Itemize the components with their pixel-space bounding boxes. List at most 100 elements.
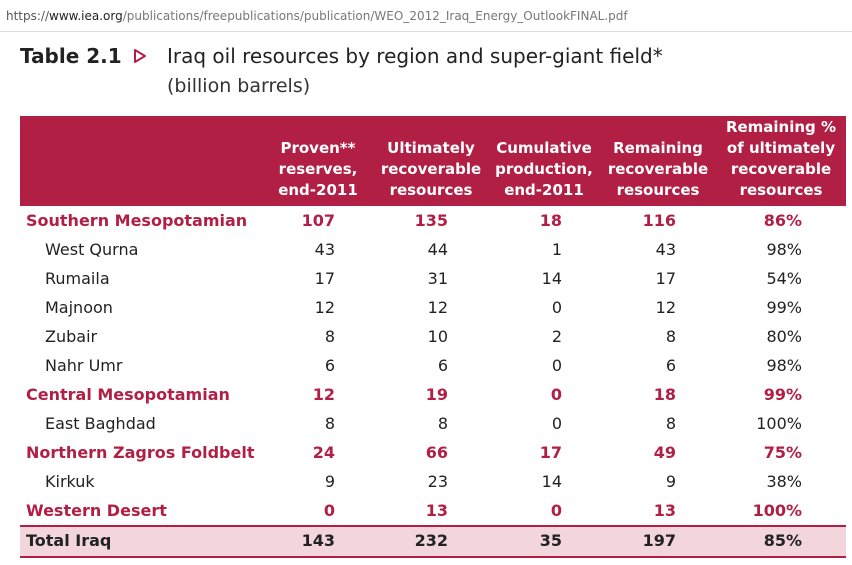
- value-cell: 6: [665, 356, 676, 375]
- value-cell: 0: [323, 501, 335, 520]
- value-cell: 24: [312, 443, 335, 462]
- value-cell: 100%: [756, 414, 802, 433]
- table-row: Rumaila 17 31 14 17 54%: [20, 264, 846, 293]
- row-label: Central Mesopotamian: [26, 385, 230, 404]
- value-cell: 49: [653, 443, 676, 462]
- value-cell: 13: [425, 501, 448, 520]
- value-cell: 12: [427, 298, 448, 317]
- value-cell: 6: [437, 356, 448, 375]
- row-label: Majnoon: [45, 298, 113, 317]
- value-cell: 13: [653, 501, 676, 520]
- value-cell: 18: [539, 211, 562, 230]
- table-header: Proven** reserves, end-2011 Ultimately re…: [20, 116, 846, 206]
- value-cell: 0: [551, 414, 562, 433]
- value-cell: 8: [437, 414, 448, 433]
- row-label: Total Iraq: [26, 531, 112, 550]
- value-cell: 14: [541, 269, 562, 288]
- table-row: Majnoon 12 12 0 12 99%: [20, 293, 846, 322]
- value-cell: 8: [324, 327, 335, 346]
- value-cell: 0: [550, 385, 562, 404]
- url-path: /publications/freepublications/publicati…: [122, 9, 628, 23]
- table-title: Iraq oil resources by region and super-g…: [167, 44, 663, 68]
- value-cell: 2: [551, 327, 562, 346]
- value-cell: 143: [301, 531, 335, 550]
- value-cell: 99%: [763, 385, 802, 404]
- table-subtitle: (billion barrels): [167, 75, 311, 97]
- value-cell: 80%: [766, 327, 802, 346]
- value-cell: 86%: [763, 211, 802, 230]
- row-label: Nahr Umr: [45, 356, 123, 375]
- value-cell: 9: [665, 472, 676, 491]
- value-cell: 100%: [752, 501, 802, 520]
- value-cell: 23: [427, 472, 448, 491]
- row-label: Southern Mesopotamian: [26, 211, 248, 230]
- value-cell: 18: [653, 385, 676, 404]
- value-cell: 43: [314, 240, 335, 259]
- table-row: Western Desert 0 13 0 13 100%: [20, 496, 846, 525]
- row-label: Northern Zagros Foldbelt: [26, 443, 255, 462]
- oil-resources-table: Proven** reserves, end-2011 Ultimately re…: [20, 116, 846, 558]
- value-cell: 8: [665, 327, 676, 346]
- column-header-1: Proven** reserves, end-2011: [278, 139, 358, 199]
- table-row: Nahr Umr 6 6 0 6 98%: [20, 351, 846, 380]
- value-cell: 98%: [766, 240, 802, 259]
- value-cell: 8: [324, 414, 335, 433]
- value-cell: 10: [427, 327, 448, 346]
- value-cell: 1: [551, 240, 562, 259]
- table-number: Table 2.1: [20, 44, 122, 68]
- value-cell: 6: [324, 356, 335, 375]
- value-cell: 8: [665, 414, 676, 433]
- row-label: East Baghdad: [45, 414, 156, 433]
- table-row: Zubair 8 10 2 8 80%: [20, 322, 846, 351]
- value-cell: 99%: [766, 298, 802, 317]
- column-header-3: Cumulative production, end-2011: [495, 139, 593, 199]
- value-cell: 35: [539, 531, 562, 550]
- value-cell: 0: [551, 298, 562, 317]
- value-cell: 85%: [763, 531, 802, 550]
- column-header-5: Remaining % of ultimately recoverable re…: [725, 118, 837, 199]
- column-header-2: Ultimately recoverable resources: [380, 139, 482, 199]
- url-host: www.iea.org: [49, 9, 123, 23]
- value-cell: 17: [314, 269, 335, 288]
- value-cell: 12: [655, 298, 676, 317]
- value-cell: 17: [539, 443, 562, 462]
- value-cell: 197: [642, 531, 676, 550]
- value-cell: 0: [550, 501, 562, 520]
- column-header-4: Remaining recoverable resources: [607, 139, 709, 199]
- table-row: Kirkuk 9 23 14 9 38%: [20, 467, 846, 496]
- value-cell: 135: [414, 211, 448, 230]
- table-body: Southern Mesopotamian 107 135 18 116 86% West …: [20, 206, 846, 558]
- value-cell: 54%: [766, 269, 802, 288]
- value-cell: 14: [541, 472, 562, 491]
- value-cell: 38%: [766, 472, 802, 491]
- value-cell: 98%: [766, 356, 802, 375]
- value-cell: 19: [425, 385, 448, 404]
- value-cell: 31: [427, 269, 448, 288]
- table-row: West Qurna 43 44 1 43 98%: [20, 235, 846, 264]
- value-cell: 12: [314, 298, 335, 317]
- value-cell: 0: [551, 356, 562, 375]
- value-cell: 116: [642, 211, 676, 230]
- value-cell: 107: [301, 211, 335, 230]
- url-text[interactable]: https://www.iea.org/publications/freepub…: [6, 9, 628, 23]
- table-row: East Baghdad 8 8 0 8 100%: [20, 409, 846, 438]
- row-label: Western Desert: [26, 501, 167, 520]
- row-label: Rumaila: [45, 269, 110, 288]
- url-scheme: https://: [6, 9, 50, 23]
- table-row: Southern Mesopotamian 107 135 18 116 86%: [20, 206, 846, 235]
- value-cell: 232: [414, 531, 448, 550]
- value-cell: 75%: [763, 443, 802, 462]
- value-cell: 66: [425, 443, 448, 462]
- address-bar[interactable]: https://www.iea.org/publications/freepub…: [0, 0, 852, 32]
- value-cell: 9: [324, 472, 335, 491]
- value-cell: 43: [655, 240, 676, 259]
- value-cell: 44: [427, 240, 448, 259]
- table-row: Central Mesopotamian 12 19 0 18 99%: [20, 380, 846, 409]
- triangle-arrow-icon: [134, 49, 146, 63]
- row-label: West Qurna: [45, 240, 139, 259]
- row-label: Zubair: [45, 327, 98, 346]
- row-label: Kirkuk: [45, 472, 95, 491]
- value-cell: 17: [655, 269, 676, 288]
- value-cell: 12: [312, 385, 335, 404]
- table-row: Northern Zagros Foldbelt 24 66 17 49 75%: [20, 438, 846, 467]
